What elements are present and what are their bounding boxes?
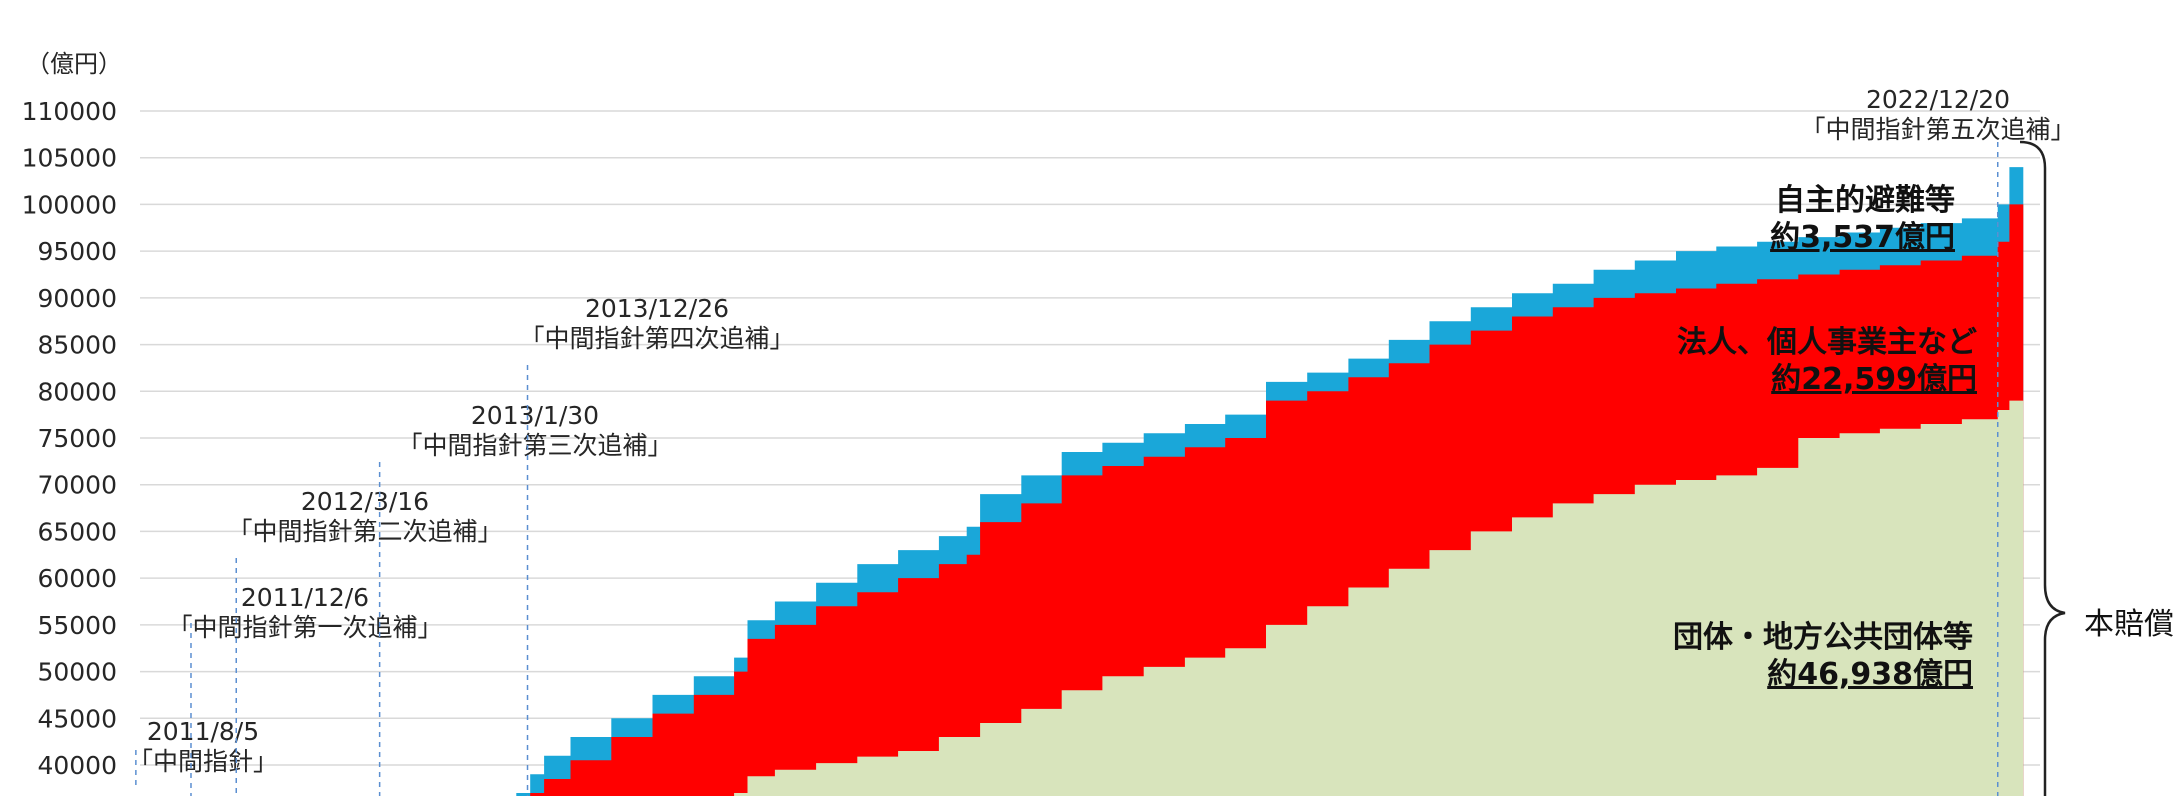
brace-icon <box>2019 140 2066 796</box>
event-name-label: 「中間指針第一次追補」 <box>167 613 442 642</box>
event-date-label: 2011/12/6 <box>241 583 369 612</box>
y-axis-unit-label: （億円） <box>26 50 122 78</box>
y-tick-label: 85000 <box>37 331 117 360</box>
event-markers: 2011/8/5「中間指針」2011/12/6「中間指針第一次追補」2012/3… <box>128 85 2076 796</box>
event-marker: 2011/12/6「中間指針第一次追補」 <box>167 583 443 796</box>
series-label-voluntary-evacuation: 自主的避難等 <box>1775 183 1955 218</box>
series-labels: 自主的避難等 約3,537億円 法人、個人事業主など 約22,599億円 団体・… <box>1673 183 1977 692</box>
y-tick-label: 50000 <box>37 658 117 687</box>
event-marker: 2012/3/16「中間指針第二次追補」 <box>227 487 503 796</box>
y-tick-label: 95000 <box>37 237 117 266</box>
y-tick-label: 60000 <box>37 564 117 593</box>
y-tick-label: 45000 <box>37 704 117 733</box>
y-tick-label: 105000 <box>22 144 117 173</box>
event-date-label: 2012/3/16 <box>301 487 429 516</box>
event-name-label: 「中間指針第四次追補」 <box>519 324 794 353</box>
series-label-organizations: 団体・地方公共団体等 <box>1673 620 1973 655</box>
y-tick-label: 55000 <box>37 611 117 640</box>
event-name-label: 「中間指針第二次追補」 <box>227 517 502 546</box>
series-amount-organizations: 約46,938億円 <box>1767 657 1973 692</box>
y-tick-label: 100000 <box>22 190 117 219</box>
y-tick-label: 90000 <box>37 284 117 313</box>
event-date-label: 2013/12/26 <box>585 294 729 323</box>
y-tick-label: 80000 <box>37 377 117 406</box>
main-compensation-brace: 本賠償 <box>2019 140 2174 796</box>
area-organizations <box>734 391 2024 796</box>
event-date-label: 2022/12/20 <box>1866 85 2010 114</box>
event-date-label: 2013/1/30 <box>471 401 599 430</box>
y-tick-label: 70000 <box>37 471 117 500</box>
y-tick-label: 65000 <box>37 517 117 546</box>
event-marker: 2013/1/30「中間指針第三次追補」 <box>378 401 673 796</box>
series-label-corporations: 法人、個人事業主など <box>1677 325 1977 360</box>
y-tick-label: 110000 <box>22 97 117 126</box>
brace-label: 本賠償 <box>2084 607 2174 642</box>
y-tick-label: 75000 <box>37 424 117 453</box>
series-amount-voluntary-evacuation: 約3,537億円 <box>1770 220 1955 255</box>
event-date-label: 2011/8/5 <box>147 717 259 746</box>
event-name-label: 「中間指針第三次追補」 <box>397 431 672 460</box>
event-marker: 2011/8/5「中間指針」 <box>128 717 278 790</box>
series-amount-corporations: 約22,599億円 <box>1771 362 1977 397</box>
stacked-areas <box>516 143 2024 796</box>
event-name-label: 「中間指針第五次追補」 <box>1800 115 2075 144</box>
event-name-label: 「中間指針」 <box>128 747 278 776</box>
y-tick-label: 40000 <box>37 751 117 780</box>
event-marker: 2013/12/26「中間指針第四次追補」 <box>519 294 795 796</box>
event-marker: 2022/12/20「中間指針第五次追補」 <box>1800 85 2076 796</box>
y-axis: 110000 105000 100000 95000 90000 85000 80000 75… <box>22 97 117 780</box>
